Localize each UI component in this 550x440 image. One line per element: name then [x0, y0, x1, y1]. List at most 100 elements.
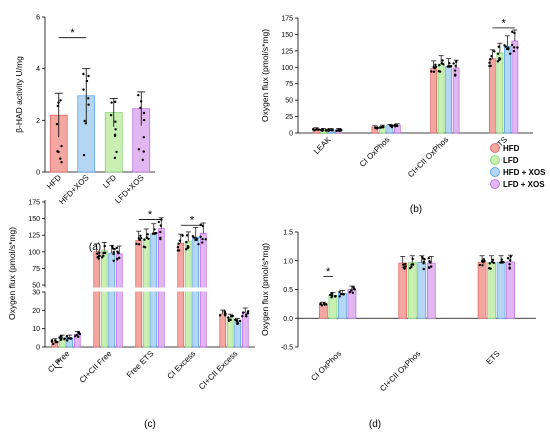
panel-d: -0.5 0.0 0.5 1.0 1.5 Oxygen flux (pmol/s*mg) C… — [260, 230, 536, 430]
data-point — [245, 315, 248, 318]
data-point — [82, 88, 85, 91]
x-tick-label: CI OxPhos — [309, 349, 343, 383]
data-point — [153, 228, 156, 231]
data-point — [117, 256, 121, 260]
data-point — [234, 318, 237, 321]
x-tick-label: HFD+XOS — [57, 173, 90, 206]
data-point — [229, 318, 232, 322]
axis-break — [43, 287, 257, 292]
data-point — [491, 258, 495, 261]
y-tick-label: 1.5 — [283, 230, 293, 237]
data-point — [85, 79, 89, 83]
data-point — [114, 120, 117, 123]
data-point — [432, 70, 436, 73]
data-point — [512, 49, 516, 53]
data-point — [111, 245, 114, 248]
data-point — [428, 266, 431, 270]
data-point — [83, 119, 86, 123]
data-point — [381, 125, 385, 129]
y-tick-label: 50 — [32, 283, 40, 290]
data-point — [139, 237, 143, 240]
data-point — [50, 340, 54, 343]
bar — [115, 253, 123, 348]
data-point — [141, 158, 144, 162]
bar — [452, 67, 460, 134]
x-tick-label: ETS — [484, 349, 501, 366]
legend-label: HFD — [503, 144, 520, 153]
data-point — [65, 339, 69, 342]
data-point — [241, 314, 244, 318]
data-point — [321, 128, 324, 131]
x-tick-label: CI+CII OxPhos — [406, 135, 450, 179]
x-tick-label: CI+CII Excess — [197, 349, 239, 391]
bar — [407, 262, 417, 319]
data-point — [56, 150, 59, 153]
data-point — [98, 251, 101, 254]
y-tick-label: 175 — [28, 200, 40, 207]
data-point — [331, 129, 334, 132]
data-point — [142, 150, 145, 153]
data-point — [352, 287, 356, 290]
bar — [219, 313, 227, 348]
data-point — [236, 322, 240, 325]
bar — [398, 262, 408, 319]
data-point — [77, 335, 80, 338]
y-tick-label: 0.0 — [283, 316, 293, 323]
data-point — [434, 63, 437, 67]
y-tick-label: 4 — [36, 66, 40, 73]
data-point — [159, 224, 163, 227]
data-point — [432, 65, 435, 69]
data-point — [481, 264, 484, 267]
y-axis-title: Oxygen flux (pmol/s*mg) — [260, 29, 270, 122]
data-point — [176, 246, 180, 249]
data-point — [330, 296, 333, 299]
data-point — [489, 58, 492, 61]
data-point — [394, 124, 397, 127]
data-point — [508, 266, 511, 269]
data-point — [181, 234, 184, 237]
data-point — [112, 252, 115, 256]
data-point — [59, 338, 63, 342]
data-point — [218, 314, 222, 317]
significance-label: * — [190, 215, 195, 227]
data-point — [116, 250, 119, 253]
data-point — [60, 160, 63, 164]
legend-swatch — [490, 155, 500, 165]
data-point — [204, 238, 207, 241]
data-point — [489, 267, 492, 270]
data-point — [408, 266, 412, 270]
significance-label: * — [56, 357, 61, 369]
data-point — [423, 258, 426, 261]
data-point — [143, 238, 146, 241]
data-point — [103, 251, 107, 255]
bar — [184, 240, 192, 348]
bar — [430, 68, 437, 134]
data-point — [411, 257, 414, 261]
y-axis-title: Oxygen flux (pmol/s*mg) — [7, 227, 17, 320]
legend-swatch — [490, 143, 500, 153]
data-point — [327, 129, 330, 133]
data-point — [144, 246, 147, 249]
data-point — [500, 261, 504, 264]
y-tick-label: 0 — [289, 131, 293, 138]
data-point — [96, 252, 99, 255]
bar — [496, 52, 504, 134]
data-point — [512, 46, 516, 49]
data-point — [509, 255, 512, 258]
data-point — [199, 235, 202, 239]
data-point — [506, 256, 510, 260]
y-tick-label: 150 — [28, 216, 40, 223]
data-point — [185, 240, 188, 244]
data-point — [342, 293, 345, 296]
data-point — [185, 248, 188, 251]
bar — [135, 240, 143, 348]
data-point — [116, 258, 119, 261]
y-tick-label: 100 — [281, 65, 293, 72]
y-tick-label: 6 — [36, 15, 40, 22]
data-point — [246, 310, 250, 313]
data-point — [511, 30, 514, 34]
y-tick-label: 10 — [32, 326, 40, 333]
data-point — [137, 237, 140, 240]
